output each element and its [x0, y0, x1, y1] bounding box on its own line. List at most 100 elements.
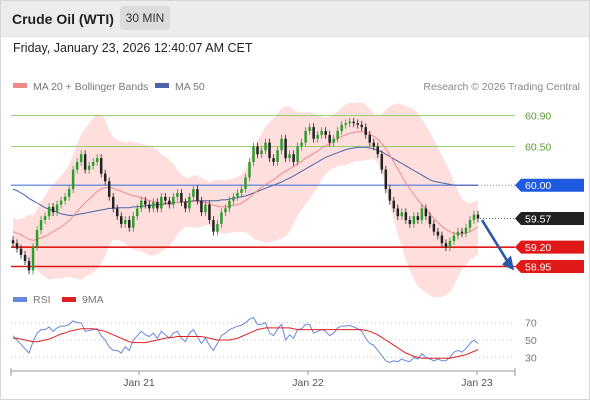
candle-body: [140, 200, 143, 209]
candle-body: [148, 204, 151, 209]
candle-body: [460, 231, 464, 234]
candle-body: [292, 154, 295, 162]
candle-body: [348, 121, 351, 124]
candle-body: [79, 154, 83, 162]
header-bar: Crude Oil (WTI) 30 MIN: [0, 0, 590, 37]
candle-body: [192, 189, 195, 197]
candle-body: [336, 130, 339, 139]
candle-body: [308, 127, 311, 131]
level-labels: 60.90 60.50 60.00 59.57 59.20 58.95: [515, 110, 584, 274]
candle-body: [204, 204, 207, 213]
candle-body: [168, 200, 171, 205]
pivot-label-box: [515, 178, 584, 192]
rsi-line: [12, 316, 479, 364]
candle-body: [400, 212, 404, 217]
candle-body: [160, 196, 163, 209]
candle-body: [212, 220, 215, 232]
candle-body: [55, 204, 59, 213]
candle-body: [172, 196, 175, 205]
candle-body: [416, 216, 420, 221]
candle-body: [51, 206, 55, 213]
pivot-label: 60.00: [525, 180, 551, 192]
forecast-arrow: [480, 219, 514, 271]
candle-body: [328, 134, 331, 143]
candle-body: [180, 192, 183, 203]
candle-body: [468, 220, 472, 228]
candle-body: [128, 220, 131, 228]
candle-body: [284, 138, 287, 159]
credit-text: Research © 2026 Trading Central: [423, 81, 580, 93]
candle-body: [15, 243, 19, 249]
x-axis: Jan 21 Jan 22 Jan 23: [10, 368, 516, 389]
candle-body: [176, 192, 179, 197]
candle-body: [188, 196, 191, 209]
candle-body: [316, 134, 319, 139]
candle-body: [376, 146, 380, 155]
candle-body: [440, 235, 444, 244]
instrument-title: Crude Oil (WTI): [12, 11, 114, 27]
candle-body: [43, 216, 47, 221]
bollinger-bands: [13, 102, 478, 298]
candle-body: [296, 146, 299, 162]
candle-body: [132, 216, 135, 228]
candle-body: [156, 202, 159, 209]
candle-body: [136, 208, 139, 217]
candle-body: [448, 240, 452, 248]
candle-body: [420, 208, 424, 221]
candle-body: [404, 212, 408, 221]
candle-body: [224, 208, 227, 213]
candle-body: [264, 142, 267, 151]
candle-body: [280, 138, 283, 151]
candle-body: [476, 214, 480, 219]
rsi-tick-label: 70: [525, 318, 537, 330]
timestamp: Friday, January 23, 2026 12:40:07 AM CET: [13, 41, 253, 55]
candle-body: [232, 196, 235, 201]
forecast-arrow-shaft: [480, 219, 509, 262]
candle-body: [276, 150, 279, 162]
candle-body: [288, 154, 291, 159]
candle-body: [464, 227, 468, 234]
candle-body: [71, 169, 75, 190]
candle-body: [19, 248, 23, 255]
candle-body: [99, 158, 103, 174]
candle-body: [75, 161, 79, 170]
resistance-label: 60.90: [525, 110, 551, 122]
ma50-line: [12, 146, 478, 216]
rsi-grid: 70 50 30: [11, 318, 537, 364]
candle-body: [228, 200, 231, 209]
candle-body: [95, 158, 99, 162]
timeframe-button[interactable]: 30 MIN: [120, 6, 170, 30]
candle-body: [344, 123, 347, 125]
candle-body: [200, 200, 203, 213]
rsi-lines: [12, 316, 479, 364]
candle-body: [372, 142, 376, 147]
candle-body: [356, 123, 359, 125]
resistance-label: 60.50: [525, 141, 551, 153]
candle-body: [456, 231, 460, 236]
candle-body: [59, 200, 63, 205]
candle-body: [332, 138, 335, 143]
candle-body: [424, 208, 428, 217]
candle-body: [23, 254, 27, 262]
candle-body: [123, 220, 127, 224]
support-label: 59.20: [525, 242, 551, 254]
last-price-box: [515, 211, 584, 225]
candle-body: [300, 142, 303, 147]
support-label-box: [515, 260, 584, 274]
x-tick-label: Jan 23: [461, 377, 493, 389]
candle-body: [436, 231, 440, 236]
candle-body: [380, 154, 384, 170]
rsi-ma-legend-label: 9MA: [82, 294, 104, 306]
candle-body: [256, 146, 259, 155]
candle-body: [412, 216, 416, 224]
candle-body: [272, 158, 275, 162]
candlesticks: [11, 117, 480, 275]
candle-body: [83, 154, 87, 170]
candle-body: [340, 124, 343, 131]
candle-body: [368, 134, 372, 143]
candle-body: [428, 216, 432, 224]
rsi-tick-label: 30: [525, 352, 537, 364]
rsi-ma-line: [13, 327, 479, 359]
bollinger-band-area: [13, 102, 478, 298]
